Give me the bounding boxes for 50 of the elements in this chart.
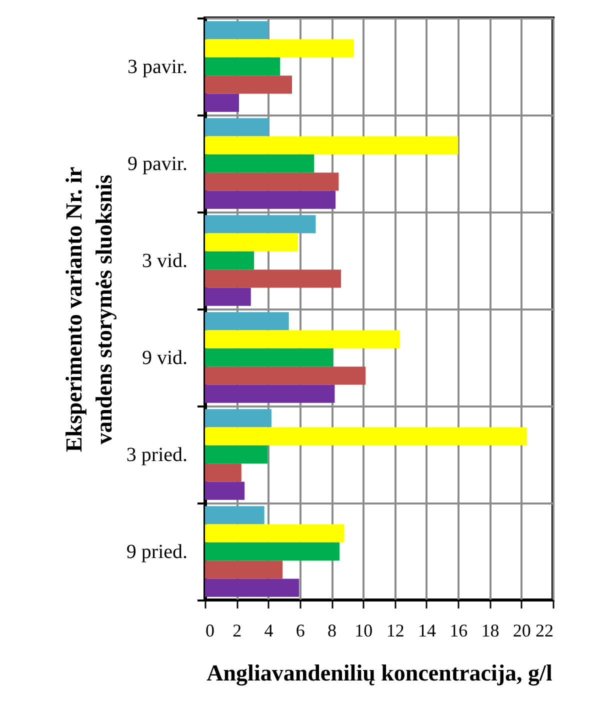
bar <box>205 94 240 112</box>
bar <box>205 251 254 270</box>
bar <box>205 542 340 561</box>
y-tick-label: 9 vid. <box>142 347 188 369</box>
bar <box>205 118 270 136</box>
bar <box>205 136 458 154</box>
bar <box>205 39 354 58</box>
x-tick-label: 6 <box>296 620 305 640</box>
bar <box>205 409 272 428</box>
x-tick-label: 18 <box>481 620 500 640</box>
x-tick-label: 12 <box>386 620 404 640</box>
y-tick-label: 3 pavir. <box>128 56 188 78</box>
bar <box>205 445 268 464</box>
bar <box>205 288 251 306</box>
x-tick-label: 4 <box>264 620 274 640</box>
y-tick-label: 3 vid. <box>142 250 188 272</box>
x-tick-label: 2 <box>232 620 242 640</box>
x-tick-label: 22 <box>536 620 554 640</box>
bar <box>205 524 344 542</box>
x-tick-label: 10 <box>354 620 373 640</box>
bar <box>205 190 336 209</box>
bar <box>205 578 300 597</box>
y-tick-label: 9 pried. <box>126 541 188 563</box>
x-tick-label: 20 <box>512 620 531 640</box>
x-tick-label: 0 <box>206 620 214 640</box>
x-axis-title: Angliavandenilių koncentracija, g/l <box>206 660 552 686</box>
bar <box>205 233 298 252</box>
x-tick-label: 16 <box>450 620 468 640</box>
bar <box>205 312 289 330</box>
bar <box>205 270 342 288</box>
bar <box>205 366 366 385</box>
bar <box>205 348 334 367</box>
y-tick-label: 3 pried. <box>126 444 188 466</box>
bar <box>205 172 339 191</box>
bar <box>205 57 280 76</box>
x-tick-label: 14 <box>418 620 436 640</box>
y-axis-title: Eksperimento varianto Nr. ir vandens storymės sluoksnis <box>61 166 116 452</box>
bar <box>205 76 292 94</box>
bar <box>205 21 268 40</box>
bar <box>205 482 245 500</box>
bar <box>205 427 527 446</box>
y-tick-label: 9 pavir. <box>128 153 188 175</box>
bar <box>205 330 400 348</box>
bar <box>205 560 283 579</box>
x-tick-label: 8 <box>328 620 337 640</box>
bar <box>205 384 335 403</box>
bar <box>205 464 242 482</box>
bar <box>205 506 264 524</box>
bar <box>205 154 314 173</box>
bar <box>205 215 316 234</box>
